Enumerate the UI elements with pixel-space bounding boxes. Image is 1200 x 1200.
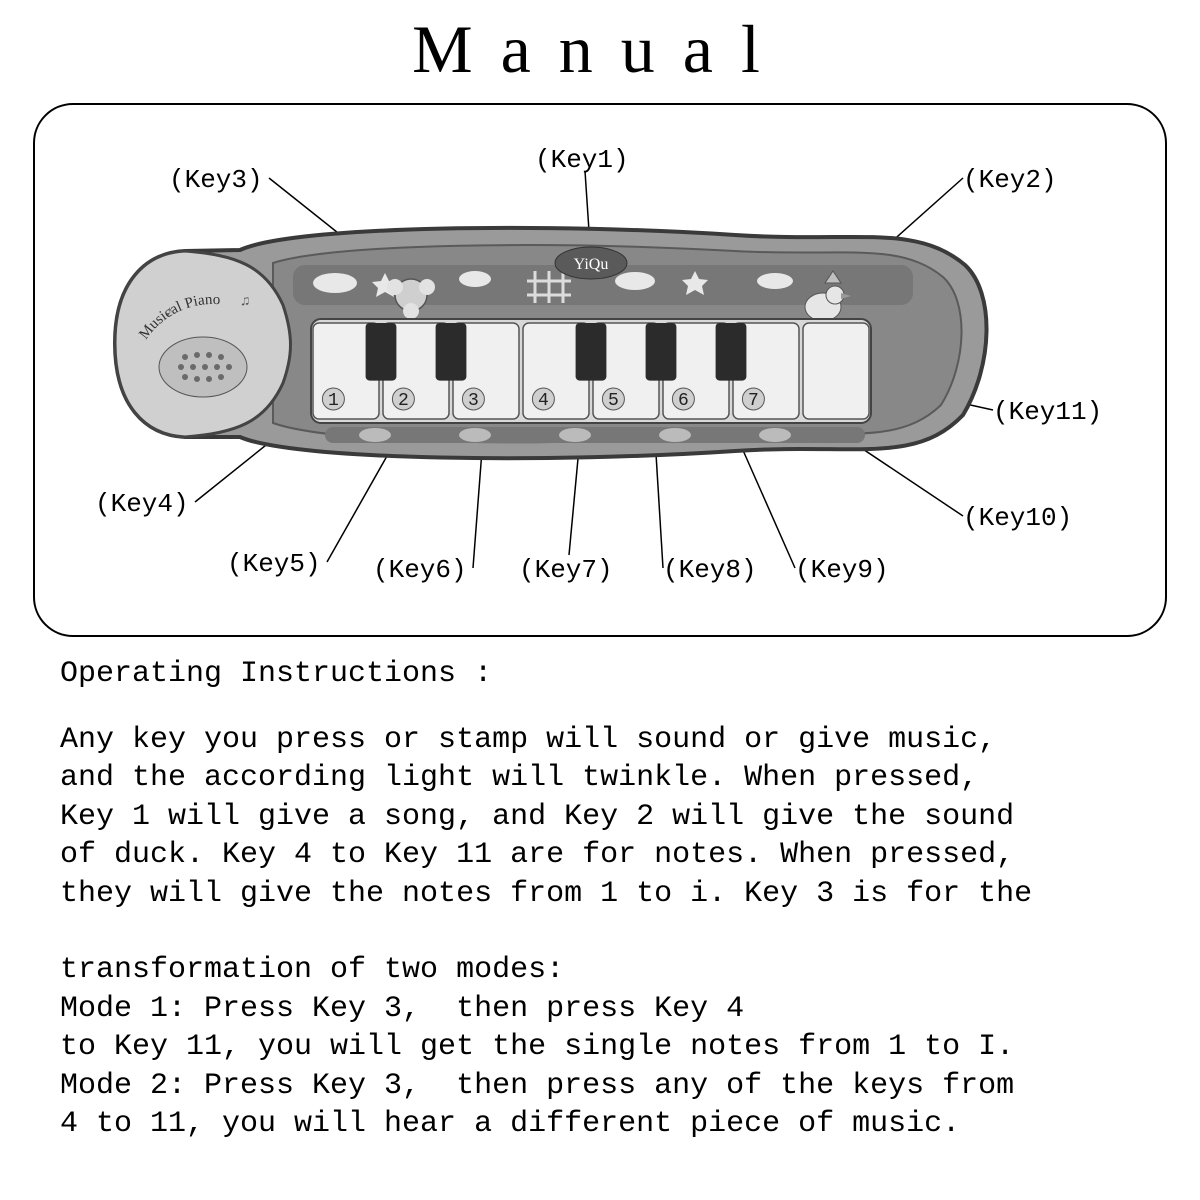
speaker-head: Musical Piano ♪ ♫: [115, 251, 291, 437]
instructions-body: Any key you press or stamp will sound or…: [60, 721, 1150, 1143]
label-key4: (Key4): [95, 489, 189, 519]
label-key5: (Key5): [227, 549, 321, 579]
manual-page: Manual: [0, 0, 1200, 1200]
svg-text:♪: ♪: [165, 304, 173, 320]
label-key11: (Key11): [993, 397, 1102, 427]
key-number: 3: [468, 391, 479, 411]
label-key2: (Key2): [963, 165, 1057, 195]
label-key8: (Key8): [663, 555, 757, 585]
piano-white-key: [803, 323, 869, 419]
key-number: 4: [538, 391, 549, 411]
svg-text:♫: ♫: [241, 294, 249, 310]
piano-black-key: [646, 323, 677, 381]
label-key6: (Key6): [373, 555, 467, 585]
piano-black-key: [366, 323, 397, 381]
label-key3: (Key3): [169, 165, 263, 195]
product-diagram: YiQu 1 2 3 4 5 6 7: [33, 103, 1167, 637]
label-key10: (Key10): [963, 503, 1072, 533]
label-key9: (Key9): [795, 555, 889, 585]
label-key7: (Key7): [519, 555, 613, 585]
instructions-heading: Operating Instructions :: [60, 657, 1170, 691]
page-title: Manual: [30, 10, 1170, 89]
brand-label: YiQu: [574, 256, 609, 273]
fish-body: YiQu 1 2 3 4 5 6 7: [115, 228, 987, 458]
key-number: 7: [748, 391, 759, 411]
key-number: 6: [678, 391, 689, 411]
piano-black-key: [716, 323, 747, 381]
key-number: 1: [328, 391, 339, 411]
key-number: 2: [398, 391, 409, 411]
piano-black-key: [576, 323, 607, 381]
key-number: 5: [608, 391, 619, 411]
label-key1: (Key1): [535, 145, 629, 175]
piano-black-key: [436, 323, 467, 381]
